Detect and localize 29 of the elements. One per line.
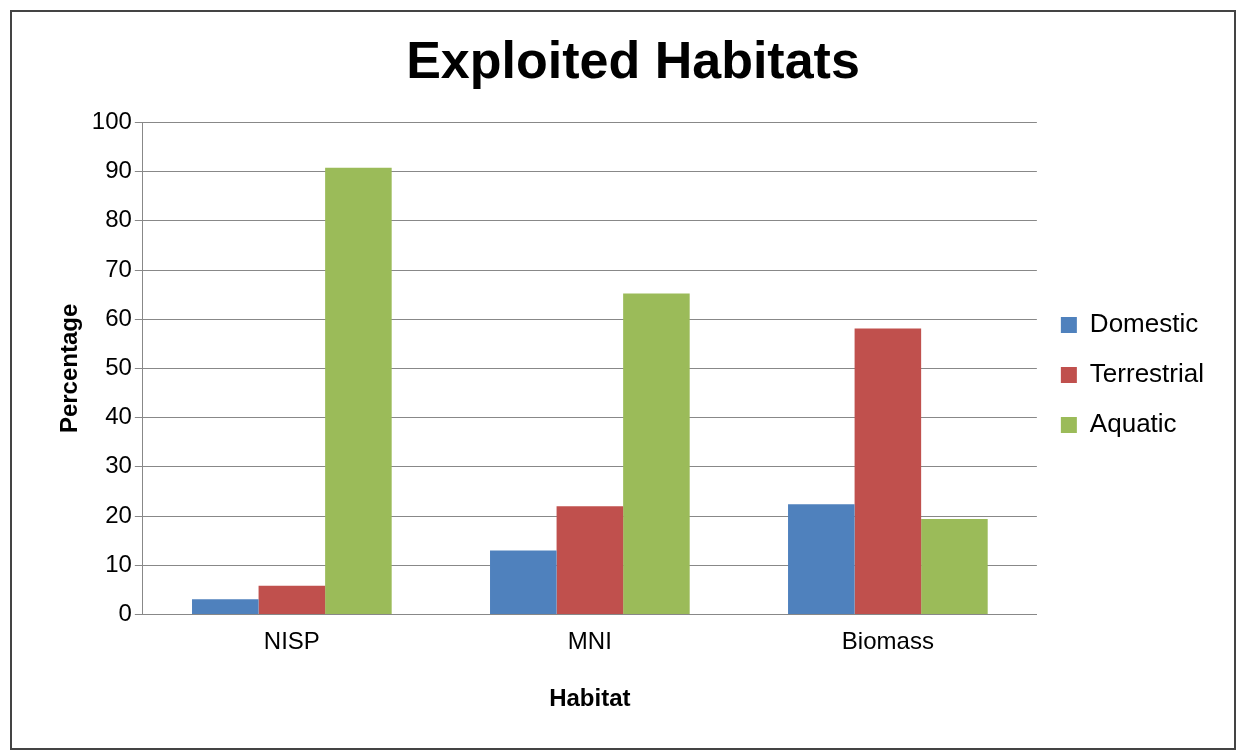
bar (556, 506, 624, 614)
x-tick-label: NISP (263, 627, 320, 655)
y-tick-label: 50 (105, 353, 132, 381)
y-tick-label: 30 (105, 451, 132, 479)
y-tick-label: 60 (105, 303, 132, 331)
x-axis-title: Habitat (549, 684, 631, 712)
bar (921, 518, 988, 614)
bar (258, 585, 326, 614)
bar (623, 293, 690, 614)
legend-label: Terrestrial (1089, 358, 1205, 389)
y-tick-label: 40 (105, 402, 132, 430)
x-tick-label: Biomass (841, 627, 934, 655)
y-tick-label: 100 (91, 107, 132, 135)
y-tick-label: 70 (105, 254, 132, 282)
y-tick-label: 90 (105, 156, 132, 184)
bar (325, 167, 392, 614)
y-tick-label: 80 (105, 205, 132, 233)
bar (788, 504, 855, 614)
y-tick-label: 0 (118, 599, 132, 627)
y-tick-label: 20 (105, 500, 132, 528)
y-axis-title: Percentage (55, 303, 83, 434)
chart-title: Exploited Habitats (406, 30, 860, 89)
legend-label: Aquatic (1089, 408, 1177, 439)
y-tick-label: 10 (105, 549, 132, 577)
x-tick-label: MNI (567, 627, 612, 655)
bar (490, 550, 557, 614)
bar (854, 328, 922, 614)
bar (192, 599, 259, 614)
legend-label: Domestic (1089, 308, 1199, 339)
